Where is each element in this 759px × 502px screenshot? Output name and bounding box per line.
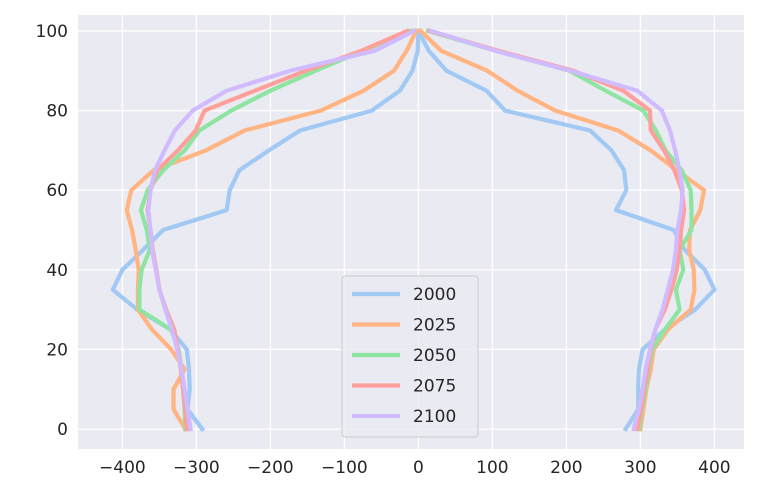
series-lines: [110, 27, 717, 433]
legend-frame: [341, 275, 479, 438]
x-tick-label: 0: [413, 458, 424, 478]
y-tick-labels: 0 20 40 60 80 100: [36, 22, 68, 440]
x-tick-label: −400: [99, 458, 146, 478]
legend-label: 2000: [413, 285, 456, 305]
x-tick-label: 300: [624, 458, 656, 478]
legend-label: 2100: [413, 407, 456, 427]
series-2000: [110, 28, 717, 433]
x-tick-label: 400: [698, 458, 730, 478]
legend-label: 2025: [413, 316, 456, 336]
x-tick-label: −200: [247, 458, 294, 478]
x-tick-labels: −400 −300 −200 −100 0 100 200 300 400: [99, 458, 731, 478]
x-tick-label: −100: [321, 458, 368, 478]
y-tick-label: 100: [36, 22, 68, 42]
series-line-2100-right: [428, 28, 685, 432]
series-2100: [146, 28, 685, 432]
series-line-2000-right: [415, 28, 717, 432]
y-tick-label: 80: [46, 102, 68, 122]
y-tick-label: 60: [46, 181, 68, 201]
series-line-2000-left: [110, 28, 421, 433]
legend-label: 2075: [413, 377, 456, 397]
y-tick-label: 40: [46, 261, 68, 281]
series-line-2100-left: [146, 28, 417, 432]
y-tick-label: 20: [46, 340, 68, 360]
y-tick-label: 0: [57, 420, 68, 440]
x-tick-label: 200: [550, 458, 582, 478]
legend: 2000 2025 2050 2075 2100: [341, 275, 479, 438]
legend-label: 2050: [413, 346, 456, 366]
x-tick-label: −300: [173, 458, 220, 478]
x-tick-label: 100: [476, 458, 508, 478]
